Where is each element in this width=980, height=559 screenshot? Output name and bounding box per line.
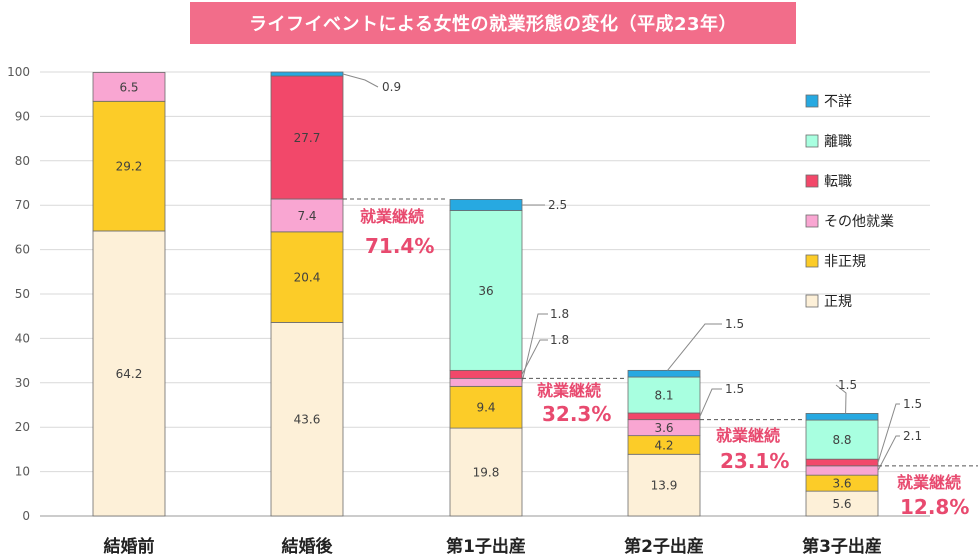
y-tick-label: 100 [7, 65, 30, 79]
bar-segment [92, 100, 166, 232]
bar-segment [449, 199, 523, 211]
y-tick-label: 0 [22, 509, 30, 523]
data-label: 1.8 [550, 333, 569, 347]
bar-segment [805, 458, 879, 467]
leader-line [877, 435, 900, 471]
bar-segment [627, 376, 701, 414]
continuation-label: 就業継続 [716, 426, 780, 445]
legend-label: 不詳 [824, 94, 852, 110]
leader-line [699, 388, 722, 417]
y-tick-label: 40 [15, 331, 30, 345]
continuation-label: 就業継続 [360, 207, 424, 226]
legend-label: 転職 [824, 174, 852, 190]
data-label: 5.6 [832, 497, 851, 511]
legend-swatch [805, 134, 819, 148]
y-tick-label: 50 [15, 287, 30, 301]
bar-segment [805, 465, 879, 476]
data-label: 1.5 [838, 378, 857, 392]
y-tick-label: 90 [15, 109, 30, 123]
data-label: 4.2 [654, 438, 673, 452]
bar-segment [805, 490, 879, 517]
data-label: 8.1 [654, 389, 673, 403]
bar-segment [270, 198, 344, 233]
data-label: 13.9 [651, 479, 678, 493]
continuation-label: 就業継続 [537, 381, 601, 400]
chart-title: ライフイベントによる女性の就業形態の変化（平成23年） [190, 2, 796, 44]
continuation-label: 就業継続 [897, 473, 961, 492]
bar-segment [805, 413, 879, 421]
bar-segment [627, 453, 701, 517]
data-label: 7.4 [297, 209, 316, 223]
bar-segment [449, 385, 523, 429]
data-label: 19.8 [473, 466, 500, 480]
data-label: 1.8 [550, 307, 569, 321]
continuation-value: 12.8% [900, 495, 969, 519]
data-label: 20.4 [294, 271, 321, 285]
leader-line [835, 384, 847, 414]
continuation-value: 23.1% [720, 449, 789, 473]
data-label: 27.7 [294, 131, 321, 145]
y-tick-label: 30 [15, 376, 30, 390]
data-label: 1.5 [725, 317, 744, 331]
x-category-label: 第3子出産 [802, 536, 882, 557]
data-label: 3.6 [832, 477, 851, 491]
data-label: 8.8 [832, 433, 851, 447]
leader-line [342, 73, 379, 88]
data-label: 6.5 [119, 80, 138, 94]
legend-label: 離職 [824, 133, 852, 150]
data-label: 1.5 [725, 382, 744, 396]
x-category-label: 第2子出産 [624, 536, 704, 557]
data-label: 2.5 [548, 198, 567, 212]
data-label: 1.5 [903, 397, 922, 411]
data-label: 9.4 [476, 401, 495, 415]
bar-segment [449, 377, 523, 387]
x-category-label: 結婚後 [282, 536, 334, 557]
y-tick-label: 80 [15, 154, 30, 168]
leader-line [521, 313, 548, 383]
data-label: 36 [478, 284, 493, 298]
bar-segment [270, 71, 344, 77]
bar-segment [449, 369, 523, 379]
y-tick-label: 10 [15, 465, 30, 479]
legend-label: その他就業 [824, 214, 894, 230]
data-label: 3.6 [654, 421, 673, 435]
bar-segment [449, 210, 523, 371]
legend-label: 非正規 [824, 254, 866, 270]
bar-segment [805, 419, 879, 460]
bar-segment [92, 230, 166, 517]
legend-swatch [805, 174, 819, 188]
legend-label: 正規 [824, 294, 852, 310]
bar-segment [449, 427, 523, 517]
y-tick-label: 60 [15, 243, 30, 257]
data-label: 2.1 [903, 429, 922, 443]
y-tick-label: 20 [15, 420, 30, 434]
bar-segment [270, 231, 344, 323]
x-category-label: 結婚前 [104, 536, 155, 557]
bar-segment [627, 369, 701, 378]
bar-segment [270, 322, 344, 517]
x-category-label: 第1子出産 [446, 536, 526, 557]
leader-line [877, 403, 900, 463]
leader-line [667, 323, 722, 371]
leader-line [521, 339, 548, 375]
bar-segment [270, 75, 344, 200]
data-label: 43.6 [294, 413, 321, 427]
bar-segment [627, 412, 701, 421]
data-label: 29.2 [116, 160, 143, 174]
legend-swatch [805, 94, 819, 108]
data-label: 64.2 [116, 367, 143, 381]
legend-swatch [805, 254, 819, 268]
continuation-value: 32.3% [542, 402, 611, 426]
continuation-value: 71.4% [365, 234, 434, 258]
y-tick-label: 70 [15, 198, 30, 212]
data-label: 0.9 [382, 80, 401, 94]
legend-swatch [805, 294, 819, 308]
legend-swatch [805, 214, 819, 228]
bar-segment [92, 72, 166, 102]
